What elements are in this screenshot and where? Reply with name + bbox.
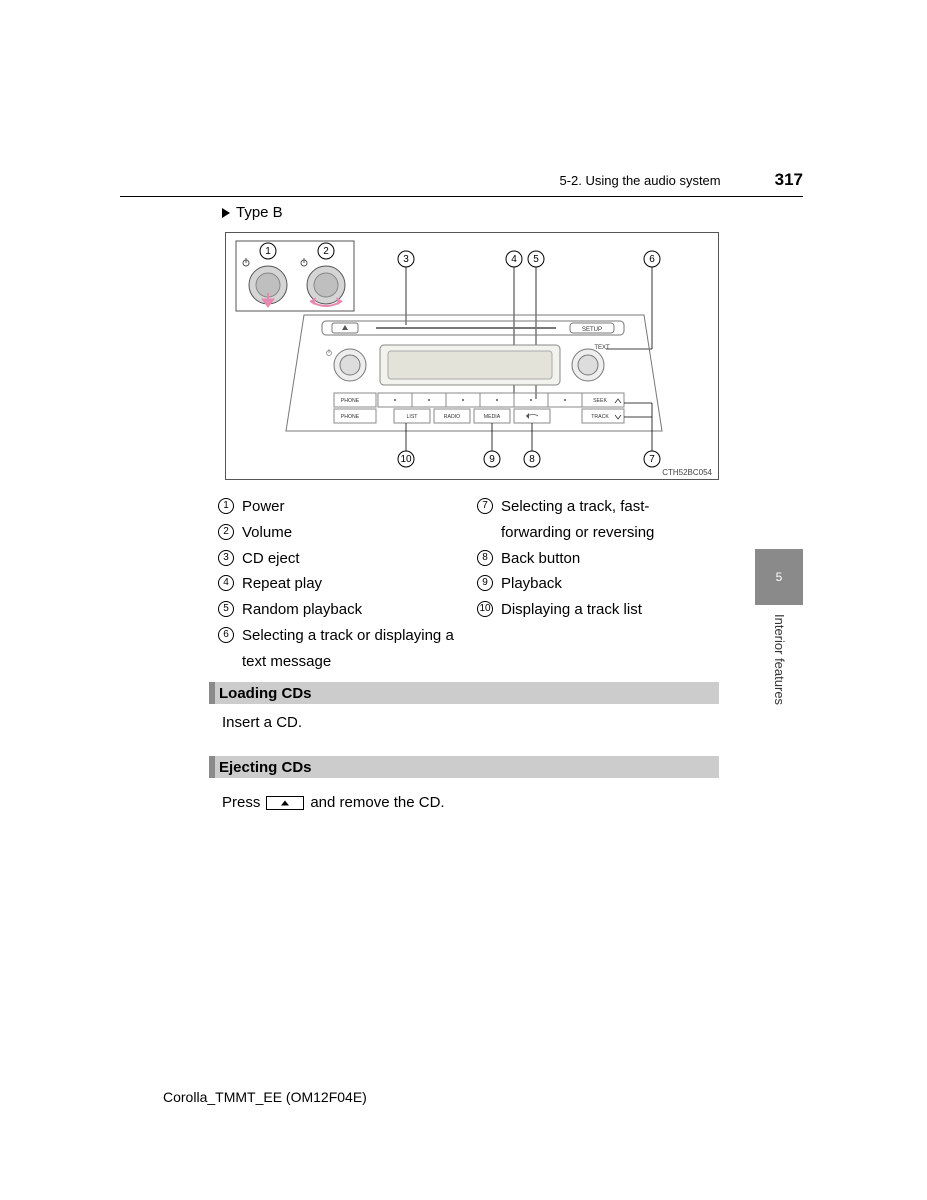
svg-text:2: 2	[323, 246, 329, 257]
callout-num: 3	[218, 550, 234, 566]
svg-text:5: 5	[533, 254, 539, 265]
legend-right-col: 7 Selecting a track, fast-forwarding or r…	[477, 494, 718, 675]
chapter-tab: 5	[755, 549, 803, 605]
svg-text:TRACK: TRACK	[591, 414, 609, 420]
chapter-label: Interior features	[772, 614, 787, 705]
callout-num: 10	[477, 601, 493, 617]
text-label: TEXT	[594, 345, 610, 351]
callout-text: Playback	[501, 571, 718, 597]
type-label-row: Type B	[222, 204, 283, 221]
loading-body: Insert a CD.	[222, 714, 302, 731]
page-header: 5-2. Using the audio system 317	[120, 170, 803, 197]
ejecting-text-after: and remove the CD.	[310, 794, 444, 811]
loading-cds-heading: Loading CDs	[209, 682, 719, 704]
svg-text:4: 4	[511, 254, 517, 265]
svg-text:3: 3	[403, 254, 409, 265]
svg-text:MEDIA: MEDIA	[484, 414, 501, 420]
svg-text:6: 6	[649, 254, 655, 265]
page-number: 317	[775, 170, 803, 190]
callout-text: Selecting a track or displaying a text m…	[242, 623, 459, 675]
svg-text:PHONE: PHONE	[341, 398, 360, 404]
callout-num: 1	[218, 498, 234, 514]
callout-text: Power	[242, 494, 459, 520]
svg-text:PHONE: PHONE	[341, 414, 360, 420]
svg-text:1: 1	[265, 246, 271, 257]
svg-text:RADIO: RADIO	[444, 414, 460, 420]
callout-text: Volume	[242, 520, 459, 546]
callout-text: Selecting a track, fast-forwarding or re…	[501, 494, 718, 546]
callout-text: Repeat play	[242, 571, 459, 597]
callout-legend: 1 Power 2 Volume 3 CD eject 4 Repeat play 5R…	[218, 494, 718, 675]
svg-text:8: 8	[529, 454, 535, 465]
callout-num: 9	[477, 575, 493, 591]
ejecting-text-before: Press	[222, 794, 260, 811]
ejecting-cds-heading: Ejecting CDs	[209, 756, 719, 778]
callout-num: 7	[477, 498, 493, 514]
eject-button-icon	[266, 796, 304, 810]
callout-text: Back button	[501, 546, 718, 572]
callout-num: 2	[218, 524, 234, 540]
header-section: 5-2. Using the audio system	[559, 173, 720, 188]
callout-num: 4	[218, 575, 234, 591]
svg-text:LIST: LIST	[407, 414, 419, 420]
triangle-icon	[222, 208, 230, 218]
svg-text:SEEK: SEEK	[593, 398, 607, 404]
svg-text:9: 9	[489, 454, 495, 465]
chapter-number: 5	[776, 570, 783, 584]
setup-button-label: SETUP	[582, 327, 602, 333]
ejecting-body: Press and remove the CD.	[222, 794, 445, 811]
audio-unit-figure: 1 2 3 4 5 6	[225, 232, 719, 480]
callout-text: Random playback	[242, 597, 459, 623]
loading-title: Loading CDs	[219, 685, 312, 702]
figure-reference: CTH52BC054	[662, 468, 712, 477]
callout-num: 6	[218, 627, 234, 643]
svg-text:7: 7	[649, 454, 655, 465]
footer-doc-id: Corolla_TMMT_EE (OM12F04E)	[163, 1089, 367, 1105]
callout-text: CD eject	[242, 546, 459, 572]
type-label: Type B	[236, 204, 283, 221]
callout-num: 5	[218, 601, 234, 617]
svg-text:10: 10	[400, 454, 412, 465]
callout-num: 8	[477, 550, 493, 566]
callout-text: Displaying a track list	[501, 597, 718, 623]
legend-left-col: 1 Power 2 Volume 3 CD eject 4 Repeat play 5R…	[218, 494, 459, 675]
ejecting-title: Ejecting CDs	[219, 759, 312, 776]
